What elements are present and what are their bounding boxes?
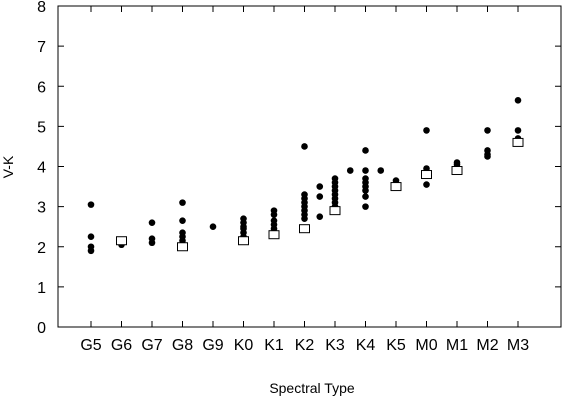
star-data-point [87,233,95,241]
x-axis-title: Spectral Type [269,380,355,396]
x-tick-label: G9 [202,337,223,354]
x-tick-label: G8 [172,337,193,354]
mean-square-marker [116,236,127,246]
data-points [87,96,524,255]
y-tick-label: 4 [37,160,46,177]
star-data-point [209,223,217,230]
x-tick-label: G6 [111,337,132,354]
x-tick-label: K5 [386,337,406,354]
star-data-point [316,183,324,190]
x-tick-label: K2 [295,337,315,354]
x-tick-label: M0 [415,337,437,354]
mean-square-marker [268,230,280,240]
y-tick-label: 7 [37,39,46,56]
star-data-point [377,167,385,174]
plot-border [57,5,562,328]
star-data-point [179,199,186,206]
star-data-point [423,181,430,188]
x-tick-label: G5 [80,337,101,354]
mean-square-marker [299,224,310,234]
star-data-point [423,127,430,134]
x-tick-label: K3 [325,337,345,354]
star-data-point [270,211,278,218]
star-data-point [484,127,491,134]
star-data-point [362,147,369,154]
y-tick-label: 5 [37,119,46,136]
star-data-point [87,201,95,208]
mean-square-marker [238,236,249,246]
mean-square-marker [512,137,524,147]
x-tick-label: M2 [476,337,498,354]
star-data-point [148,219,156,226]
star-data-point [362,167,369,174]
mean-square-marker [177,242,188,252]
star-data-point [514,96,522,104]
star-data-point [362,203,369,210]
mean-square-marker [421,170,432,180]
star-data-point [362,193,369,200]
y-tick-label: 8 [37,0,46,16]
x-tick-label: M1 [446,337,468,354]
star-data-point [148,239,156,247]
star-data-point [484,153,491,160]
x-tick-label: G7 [141,337,162,354]
x-tick-label: K0 [234,337,254,354]
star-data-point [316,193,324,200]
x-tick-label: K4 [356,337,376,354]
x-tick-label: K1 [264,337,284,354]
star-data-point [514,127,522,134]
mean-square-marker [451,166,463,176]
star-data-point [179,217,186,224]
mean-square-marker [390,182,402,192]
star-data-point [316,213,324,220]
y-axis-title: V-K [0,155,16,178]
x-axis: G5 G6 G7 G8 G9 K0 K1 K2 K3 K4 K5 M0 M1 M2 M3 [80,6,529,354]
star-data-point [346,167,354,174]
y-tick-label: 6 [37,79,46,96]
star-data-point [301,215,308,222]
mean-square-marker [329,206,341,216]
star-data-point [87,247,95,255]
plot-frame [57,5,562,328]
y-tick-label: 1 [37,280,46,297]
star-data-point [362,187,369,194]
y-tick-label: 2 [37,240,46,257]
x-tick-label: M3 [507,337,529,354]
y-axis: 0 1 2 3 4 5 6 7 8 [37,0,561,337]
y-tick-label: 0 [37,320,46,337]
star-data-point [301,143,308,150]
y-tick-label: 3 [37,200,46,217]
